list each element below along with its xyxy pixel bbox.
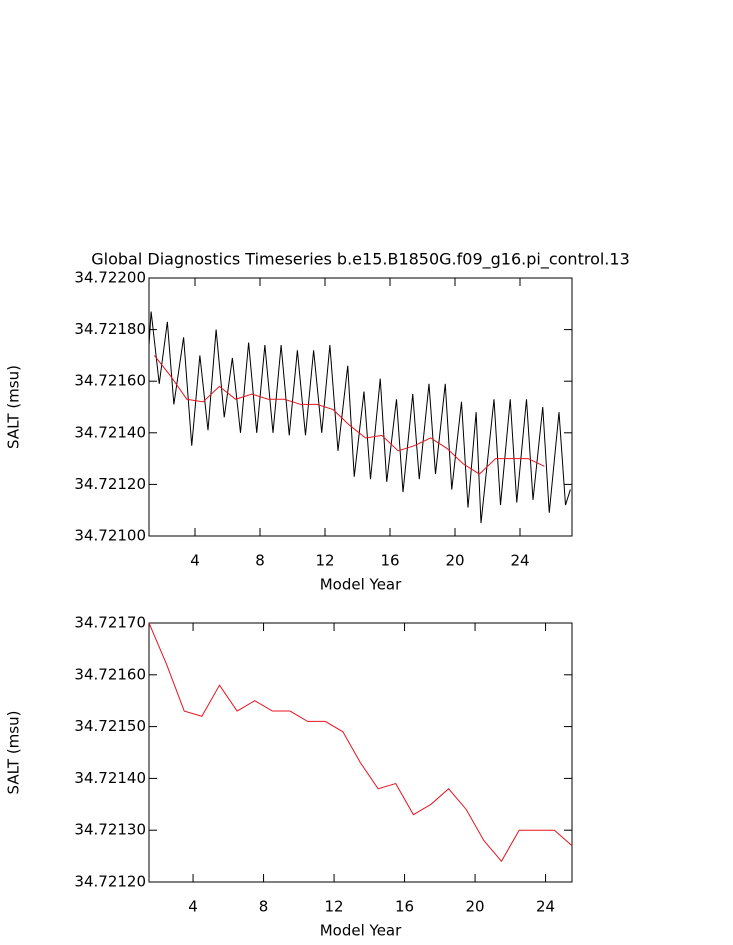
y-tick-label: 34.72130 [74,821,146,839]
y-tick-label: 34.72140 [74,769,146,787]
x-tick-label: 16 [380,552,399,570]
x-tick-label: 4 [188,898,198,916]
x-axis-label: Model Year [320,922,402,940]
y-tick-label: 34.72170 [74,614,146,632]
series-line [148,622,573,863]
x-tick-label: 24 [536,898,555,916]
x-tick-label: 20 [466,898,485,916]
y-tick-label: 34.72160 [74,372,146,390]
x-axis-label: Model Year [320,576,402,594]
plot-frame [148,277,573,537]
x-tick-label: 24 [510,552,529,570]
y-tick-label: 34.72100 [74,527,146,545]
y-tick-label: 34.72120 [74,873,146,891]
x-tick-label: 4 [190,552,200,570]
y-tick-label: 34.72140 [74,423,146,441]
x-tick-label: 8 [259,898,269,916]
y-axis-label: SALT (msu) [5,365,23,449]
plot-frame [148,622,573,883]
x-tick-label: 12 [315,552,334,570]
x-tick-label: 8 [255,552,265,570]
x-tick-label: 16 [395,898,414,916]
y-tick-label: 34.72180 [74,320,146,338]
x-tick-label: 20 [445,552,464,570]
series-line [153,355,545,475]
y-tick-label: 34.72160 [74,665,146,683]
chart-title: Global Diagnostics Timeseries b.e15.B185… [91,250,630,270]
y-tick-label: 34.72150 [74,717,146,735]
x-tick-label: 12 [325,898,344,916]
y-axis-label: SALT (msu) [5,711,23,795]
y-tick-label: 34.72200 [74,269,146,287]
y-tick-label: 34.72120 [74,475,146,493]
series-line [148,311,571,524]
